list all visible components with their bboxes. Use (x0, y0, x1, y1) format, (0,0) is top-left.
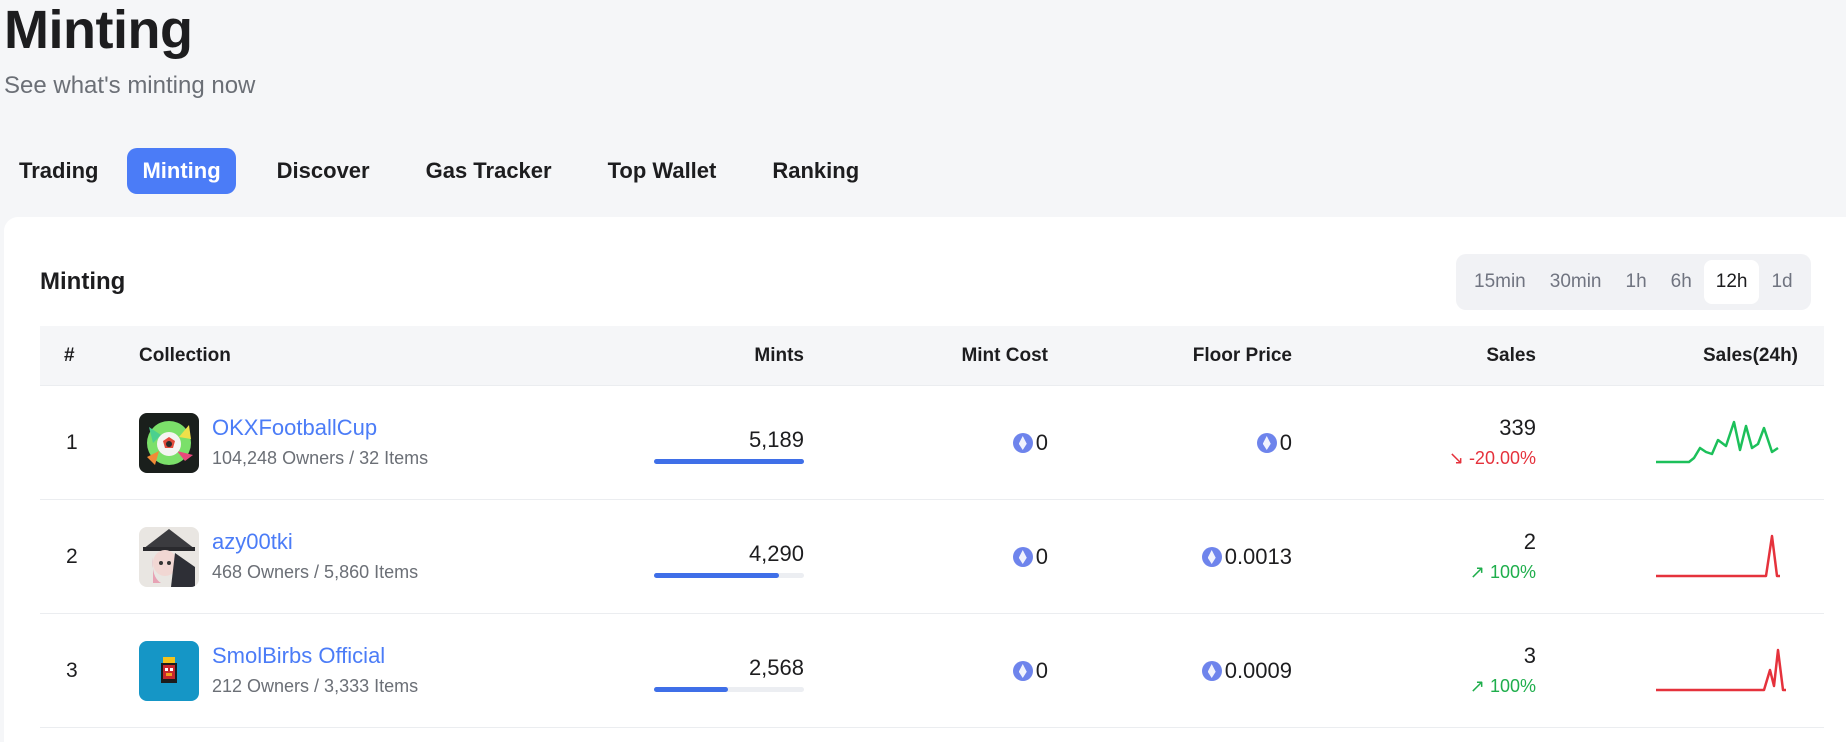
minting-table: # Collection Mints Mint Cost Floor Price… (40, 326, 1824, 728)
floor-price-value: 0.0013 (1224, 544, 1292, 569)
sales-change-up: ↗ 100% (1469, 676, 1536, 696)
range-12h[interactable]: 12h (1703, 260, 1760, 304)
ethereum-icon (1012, 433, 1033, 453)
table-header: # Collection Mints Mint Cost Floor Price… (40, 326, 1824, 386)
sales-change-up: ↗ 100% (1469, 562, 1536, 582)
collection-name-link[interactable]: azy00tki (212, 529, 293, 554)
ethereum-icon (1012, 547, 1033, 567)
sales-cell: 2 ↗ 100% (1236, 500, 1536, 614)
page-title: Minting (4, 0, 193, 60)
range-15min[interactable]: 15min (1474, 271, 1526, 292)
sales-change-down: ↘ -20.00% (1448, 448, 1536, 468)
nav-tab-ranking[interactable]: Ranking (772, 158, 860, 183)
ethereum-icon (1256, 433, 1277, 453)
floor-price-cell: 0 (1092, 386, 1292, 500)
sales-cell: 3 ↗ 100% (1236, 614, 1536, 728)
col-sales[interactable]: Sales (1486, 345, 1536, 366)
mints-cell: 2,568 (654, 614, 804, 728)
sales-value: 2 (1523, 529, 1536, 554)
sales-value: 339 (1499, 415, 1536, 440)
nav-tab-gas-tracker[interactable]: Gas Tracker (425, 158, 552, 183)
mint-cost-cell: 0 (848, 500, 1048, 614)
col-sales-24h[interactable]: Sales(24h) (1702, 345, 1798, 366)
floor-price-value: 0.0009 (1224, 658, 1292, 683)
mint-cost-value: 0 (1035, 544, 1048, 569)
mint-cost-cell: 0 (848, 614, 1048, 728)
collection-meta: 468 Owners / 5,860 Items (212, 562, 419, 582)
nav-tab-minting[interactable]: Minting (127, 148, 236, 194)
collection-name-link[interactable]: OKXFootballCup (212, 415, 378, 440)
mint-cost-value: 0 (1035, 430, 1048, 455)
mints-progress-bar (654, 573, 804, 578)
sales-sparkline (1656, 648, 1786, 692)
collection-name-link[interactable]: SmolBirbs Official (212, 643, 386, 668)
range-1h[interactable]: 1h (1625, 271, 1647, 292)
time-range-selector: 15min 30min 1h 6h 12h 1d (1456, 254, 1811, 310)
col-mint-cost[interactable]: Mint Cost (961, 345, 1048, 366)
col-floor-price[interactable]: Floor Price (1192, 345, 1292, 366)
ethereum-icon (1012, 661, 1033, 681)
table-row[interactable]: 1 OKXFootballCup 104,248 Owners / 32 Ite… (40, 386, 1824, 500)
card-title: Minting (40, 268, 126, 295)
sales-sparkline (1656, 534, 1780, 578)
col-rank: # (64, 345, 75, 366)
page-subtitle: See what's minting now (4, 72, 256, 99)
mint-cost-value: 0 (1035, 658, 1048, 683)
row-rank: 1 (66, 431, 78, 454)
table-row[interactable]: 3 SmolBirbs Official 212 Owners / 3,333 … (40, 614, 1824, 728)
range-1d[interactable]: 1d (1771, 271, 1793, 292)
row-rank: 2 (66, 545, 78, 568)
row-rank: 3 (66, 659, 78, 682)
pixel-bird-avatar-icon[interactable] (139, 641, 199, 701)
anime-character-avatar-icon[interactable] (139, 527, 199, 587)
mints-progress-bar (654, 687, 804, 692)
range-30min[interactable]: 30min (1549, 271, 1602, 292)
football-avatar-icon[interactable] (139, 413, 199, 473)
floor-price-cell: 0.0009 (1092, 614, 1292, 728)
mints-value: 4,290 (748, 541, 804, 566)
minting-card: Minting 15min 30min 1h 6h 12h 1d # Colle… (4, 217, 1846, 742)
mints-progress-bar (654, 459, 804, 464)
floor-price-value: 0 (1279, 430, 1292, 455)
nav-tab-top-wallet[interactable]: Top Wallet (607, 158, 717, 183)
mints-value: 2,568 (748, 655, 804, 680)
table-row[interactable]: 2 azy00tki 468 Owners / 5,860 Items 4,29… (40, 500, 1824, 614)
col-mints[interactable]: Mints (754, 345, 804, 366)
sales-value: 3 (1523, 643, 1536, 668)
ethereum-icon (1201, 661, 1222, 681)
collection-meta: 212 Owners / 3,333 Items (212, 676, 419, 696)
nav-tab-discover[interactable]: Discover (276, 158, 370, 183)
col-collection[interactable]: Collection (139, 345, 231, 366)
collection-meta: 104,248 Owners / 32 Items (212, 448, 429, 468)
range-6h[interactable]: 6h (1670, 271, 1692, 292)
sales-cell: 339 ↘ -20.00% (1236, 386, 1536, 500)
mint-cost-cell: 0 (848, 386, 1048, 500)
sales-sparkline (1656, 420, 1779, 464)
ethereum-icon (1201, 547, 1222, 567)
mints-cell: 5,189 (654, 386, 804, 500)
main-nav: Trading Minting Discover Gas Tracker Top… (0, 148, 874, 194)
mints-value: 5,189 (748, 427, 804, 452)
mints-cell: 4,290 (654, 500, 804, 614)
floor-price-cell: 0.0013 (1092, 500, 1292, 614)
nav-tab-trading[interactable]: Trading (19, 158, 99, 183)
